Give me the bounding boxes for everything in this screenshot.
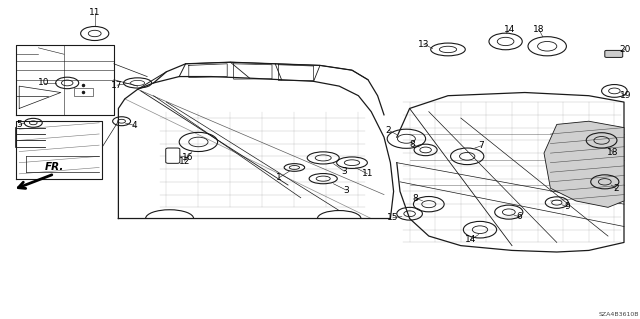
Text: 10: 10 bbox=[38, 78, 49, 87]
Text: 9: 9 bbox=[564, 202, 570, 211]
Text: 11: 11 bbox=[362, 169, 373, 178]
Text: 19: 19 bbox=[620, 91, 631, 100]
Text: 8: 8 bbox=[410, 140, 415, 149]
Text: 3: 3 bbox=[342, 167, 347, 176]
Text: 14: 14 bbox=[465, 235, 476, 244]
Text: FR.: FR. bbox=[45, 162, 64, 172]
Text: 15: 15 bbox=[387, 213, 399, 222]
Text: 7: 7 bbox=[479, 141, 484, 150]
Text: 18: 18 bbox=[533, 25, 545, 34]
FancyBboxPatch shape bbox=[166, 148, 180, 163]
Text: 16: 16 bbox=[182, 153, 193, 162]
Text: 14: 14 bbox=[504, 25, 516, 34]
FancyBboxPatch shape bbox=[605, 50, 623, 57]
Text: 4: 4 bbox=[132, 121, 137, 130]
Text: 13: 13 bbox=[418, 40, 429, 48]
Text: 17: 17 bbox=[111, 81, 123, 90]
Text: 12: 12 bbox=[179, 157, 190, 166]
Text: 5: 5 bbox=[17, 120, 22, 129]
Text: 20: 20 bbox=[620, 45, 631, 54]
Bar bbox=[74, 88, 93, 96]
Text: 8: 8 bbox=[413, 194, 418, 203]
Text: 1: 1 bbox=[276, 173, 282, 182]
Text: 6: 6 bbox=[517, 212, 522, 221]
Text: 11: 11 bbox=[89, 8, 100, 17]
Text: 2: 2 bbox=[386, 126, 391, 135]
Text: 2: 2 bbox=[614, 184, 619, 193]
Text: SZA4B3610B: SZA4B3610B bbox=[598, 312, 639, 317]
Polygon shape bbox=[544, 121, 624, 207]
Text: 3: 3 bbox=[344, 186, 349, 195]
Text: 18: 18 bbox=[607, 148, 619, 157]
